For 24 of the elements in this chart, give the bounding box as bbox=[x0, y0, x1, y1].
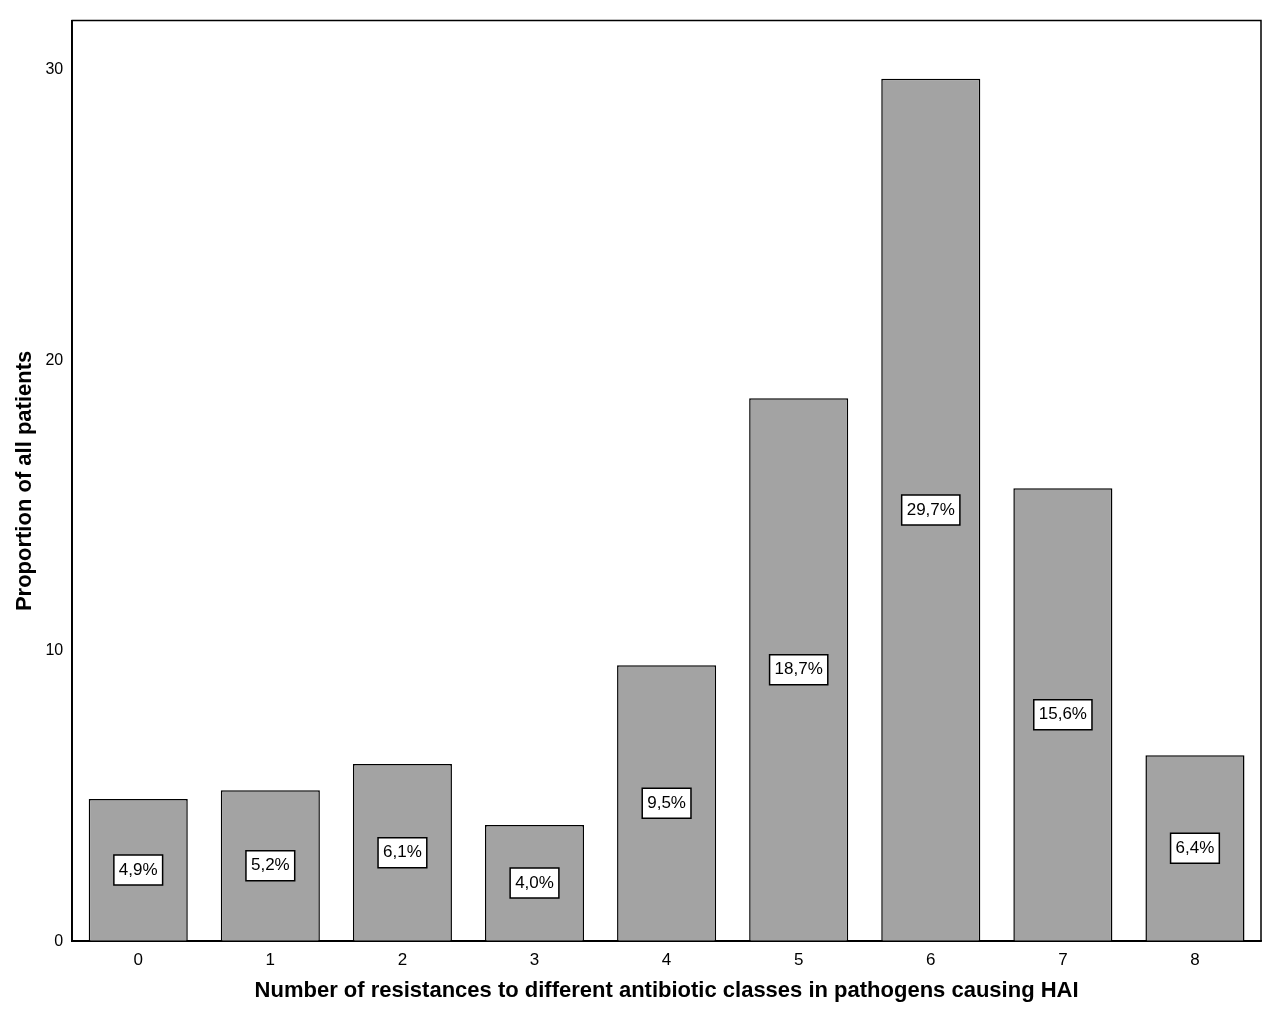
y-tick-label: 20 bbox=[45, 350, 64, 368]
y-tick-label: 0 bbox=[54, 931, 64, 949]
x-tick-label: 0 bbox=[133, 950, 143, 970]
data-label: 5,2% bbox=[250, 855, 290, 875]
x-tick-label: 2 bbox=[397, 950, 408, 970]
y-axis-title: Proportion of all patients bbox=[11, 350, 37, 612]
data-label: 9,5% bbox=[647, 792, 686, 812]
data-label: 15,6% bbox=[1038, 704, 1087, 724]
x-tick-label: 5 bbox=[793, 950, 804, 970]
x-tick-label: 6 bbox=[926, 950, 936, 970]
data-label: 29,7% bbox=[906, 499, 955, 519]
x-axis-title: Number of resistances to different antibiotic classes in pathogens causing HAI bbox=[254, 976, 1079, 1002]
data-label: 18,7% bbox=[774, 659, 823, 679]
x-tick-label: 7 bbox=[1058, 950, 1068, 970]
x-tick-label: 1 bbox=[265, 950, 276, 970]
x-tick-label: 4 bbox=[661, 950, 672, 970]
data-label: 6,4% bbox=[1175, 837, 1215, 857]
data-label: 4,9% bbox=[118, 859, 158, 879]
x-tick-label: 3 bbox=[529, 950, 540, 970]
data-label: 6,1% bbox=[383, 842, 422, 862]
x-tick-label: 8 bbox=[1190, 950, 1200, 970]
data-label: 4,0% bbox=[515, 872, 554, 892]
y-tick-label: 30 bbox=[45, 60, 64, 78]
y-tick-label: 10 bbox=[45, 641, 64, 659]
